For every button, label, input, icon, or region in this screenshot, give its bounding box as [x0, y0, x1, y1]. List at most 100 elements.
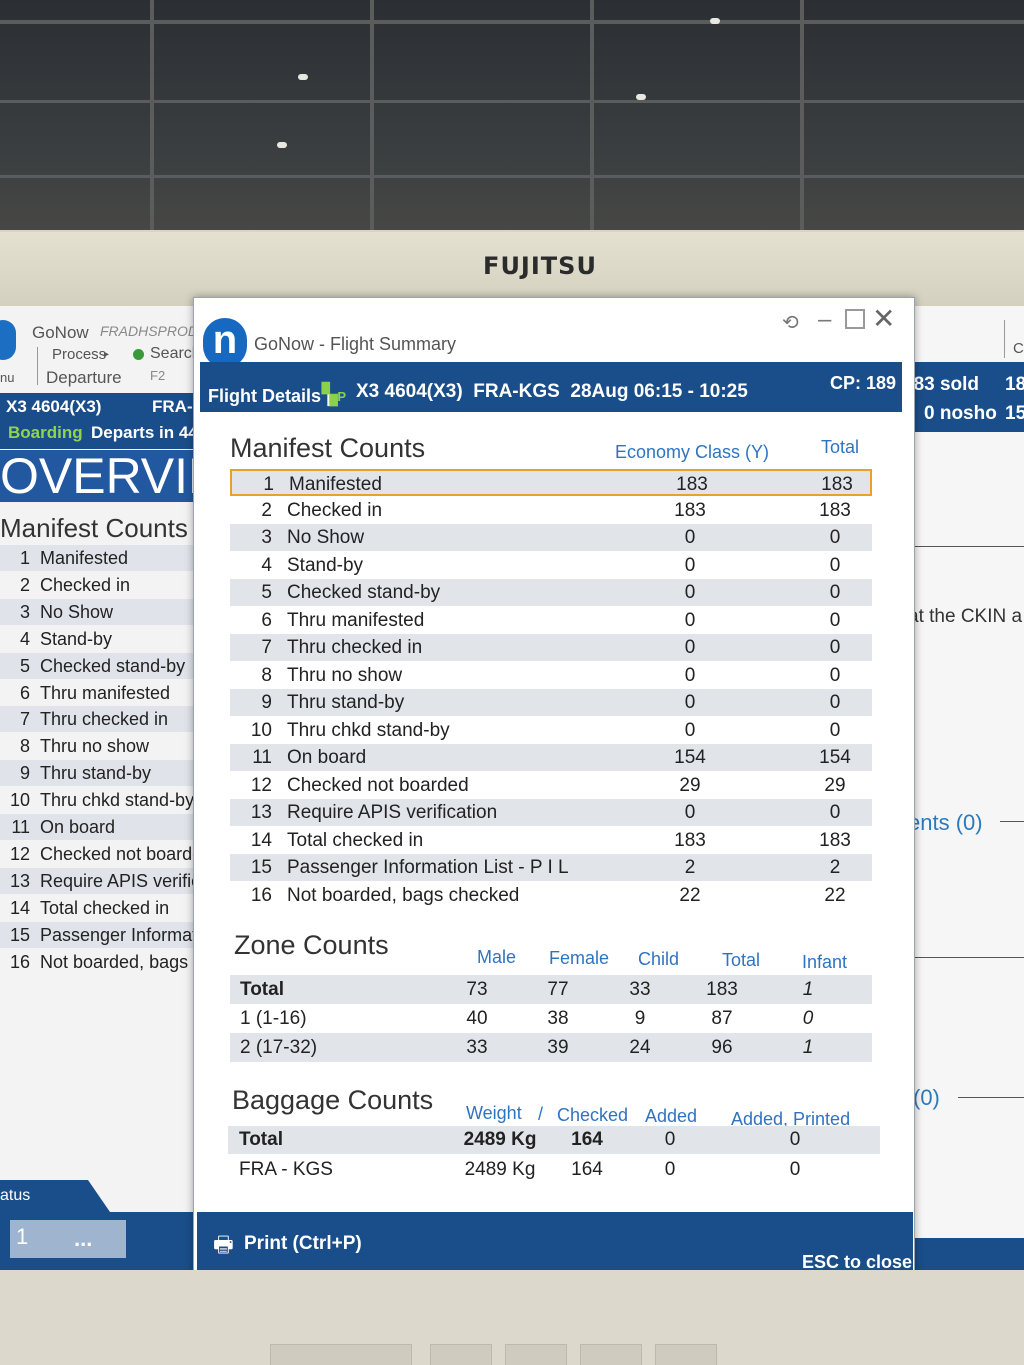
total-value: 154	[819, 747, 851, 768]
manifest-row[interactable]: 3 No Show 0 0	[230, 524, 872, 551]
refresh-icon[interactable]: ⟲	[782, 312, 799, 334]
menu-search[interactable]: Search	[150, 345, 198, 362]
left-row-label: Thru no show	[40, 736, 150, 757]
esc-close-hint[interactable]: ESC to close	[802, 1252, 913, 1272]
row-number: 1	[263, 474, 274, 495]
left-flight-bar	[0, 393, 198, 449]
economy-value: 183	[676, 474, 708, 495]
left-row-label: Thru chkd stand-by	[40, 790, 195, 811]
zone-female-value: 38	[547, 1008, 569, 1029]
row-label: Not boarded, bags checked	[287, 884, 520, 906]
economy-value: 2	[684, 857, 696, 878]
manifest-row[interactable]: 14 Total checked in 183 183	[230, 827, 872, 854]
menu-divider	[37, 347, 38, 385]
left-manifest-row: 12 Checked not boarde	[0, 841, 197, 867]
manifest-row[interactable]: 2 Checked in 183 183	[230, 497, 872, 524]
baggage-header-checked: Checked	[557, 1105, 629, 1125]
row-number: 9	[261, 692, 272, 713]
manifest-row[interactable]: 5 Checked stand-by 0 0	[230, 579, 872, 606]
manifest-row[interactable]: 10 Thru chkd stand-by 0 0	[230, 717, 872, 744]
zone-row[interactable]: 1 (1-16) 40 38 9 87 0	[230, 1004, 872, 1033]
total-value: 22	[824, 884, 846, 906]
printer-icon[interactable]: 🖶	[213, 1232, 234, 1257]
row-number: 8	[261, 664, 272, 686]
count-link[interactable]: (0)	[913, 1085, 940, 1110]
monitor-button[interactable]	[655, 1344, 717, 1365]
manifest-row[interactable]: 9 Thru stand-by 0 0	[230, 689, 872, 716]
manifest-row[interactable]: 16 Not boarded, bags checked 22 22	[230, 882, 872, 909]
status-tab[interactable]: atus	[0, 1180, 110, 1212]
zone-row[interactable]: Total 73 77 33 183 1	[230, 975, 872, 1004]
left-row-label: Checked stand-by	[40, 655, 186, 676]
total-value: 0	[829, 582, 841, 603]
flight-details-bar	[200, 362, 902, 412]
left-row-number: 11	[11, 817, 30, 837]
manifest-row[interactable]: 7 Thru checked in 0 0	[230, 634, 872, 661]
minimize-button[interactable]: –	[818, 306, 832, 333]
manifest-row[interactable]: 13 Require APIS verification 0 0	[230, 799, 872, 826]
total-header: Total	[821, 437, 860, 457]
left-manifest-row: 11 On board	[0, 814, 197, 840]
row-label: Thru chkd stand-by	[287, 719, 450, 741]
zone-child-value: 33	[629, 979, 651, 1000]
zone-child-value: 9	[634, 1008, 646, 1029]
manifest-row[interactable]: 4 Stand-by 0 0	[230, 552, 872, 579]
baggage-row[interactable]: FRA - KGS 2489 Kg 164 0 0	[228, 1156, 880, 1184]
menu-process[interactable]: Process	[52, 346, 107, 363]
left-manifest-row: 5 Checked stand-by	[0, 652, 197, 679]
left-manifest-row: 3 No Show	[0, 598, 197, 625]
zone-total-value: 87	[711, 1008, 733, 1029]
flight-details-label: Flight Details |	[208, 386, 332, 406]
monitor-button[interactable]	[580, 1344, 642, 1365]
right-top-partial: C	[1013, 340, 1024, 357]
baggage-checked-value: 164	[571, 1159, 603, 1180]
right-separator	[912, 957, 1024, 958]
manifest-row[interactable]: 8 Thru no show 0 0	[230, 662, 872, 689]
zone-total-value: 96	[711, 1037, 733, 1058]
economy-value: 0	[684, 527, 696, 548]
flight-number: X3 4604(X3)	[356, 381, 463, 402]
manifest-row[interactable]: 15 Passenger Information List - P I L 2 2	[230, 854, 872, 881]
row-number: 16	[250, 884, 272, 906]
boarding-pass-icon: ▚P	[322, 384, 347, 406]
baggage-label: FRA - KGS	[239, 1159, 333, 1180]
left-manifest-title: Manifest Counts	[0, 513, 188, 543]
zone-female-value: 39	[547, 1037, 569, 1058]
more-icon[interactable]: ...	[74, 1226, 93, 1251]
menu-departure[interactable]: Departure	[46, 368, 122, 387]
row-number: 6	[261, 609, 272, 631]
economy-value: 0	[684, 554, 696, 576]
comments-link[interactable]: ents (0)	[908, 810, 983, 835]
flight-date: 28Aug	[570, 381, 629, 402]
left-manifest-row: 15 Passenger Informat	[0, 921, 197, 948]
manifest-row[interactable]: 6 Thru manifested 0 0	[230, 607, 872, 634]
flight-route: FRA-KGS	[473, 381, 560, 402]
left-row-label: On board	[40, 817, 116, 837]
manifest-row[interactable]: 1 Manifested 183 183	[230, 469, 872, 496]
left-row-label: No Show	[40, 601, 114, 622]
noshow-extra: 15	[1005, 403, 1024, 424]
zone-male-value: 33	[466, 1037, 488, 1058]
baggage-header-weight: Weight	[466, 1103, 522, 1123]
row-number: 2	[261, 499, 272, 521]
close-button[interactable]: ✕	[872, 303, 896, 334]
zone-header-child: Child	[638, 949, 680, 969]
manifest-row[interactable]: 11 On board 154 154	[230, 744, 872, 771]
row-label: Thru manifested	[287, 609, 425, 631]
left-app-title: GoNow	[32, 323, 89, 342]
dialog-footer	[197, 1212, 913, 1272]
monitor-button[interactable]	[430, 1344, 492, 1365]
economy-value: 0	[684, 664, 696, 686]
baggage-row[interactable]: Total 2489 Kg 164 0 0	[228, 1126, 880, 1154]
zone-infant-value: 0	[802, 1008, 814, 1029]
zone-row[interactable]: 2 (17-32) 33 39 24 96 1	[230, 1033, 872, 1062]
monitor-button[interactable]	[270, 1344, 412, 1365]
monitor-button[interactable]	[505, 1344, 567, 1365]
maximize-button[interactable]	[845, 309, 865, 329]
status-field[interactable]: 1 ...	[10, 1220, 126, 1258]
manifest-row[interactable]: 12 Checked not boarded 29 29	[230, 772, 872, 799]
left-manifest-row: 1 Manifested	[0, 545, 197, 571]
right-separator	[1000, 821, 1024, 822]
print-button[interactable]: Print (Ctrl+P)	[244, 1233, 362, 1254]
left-row-number: 2	[19, 574, 30, 595]
